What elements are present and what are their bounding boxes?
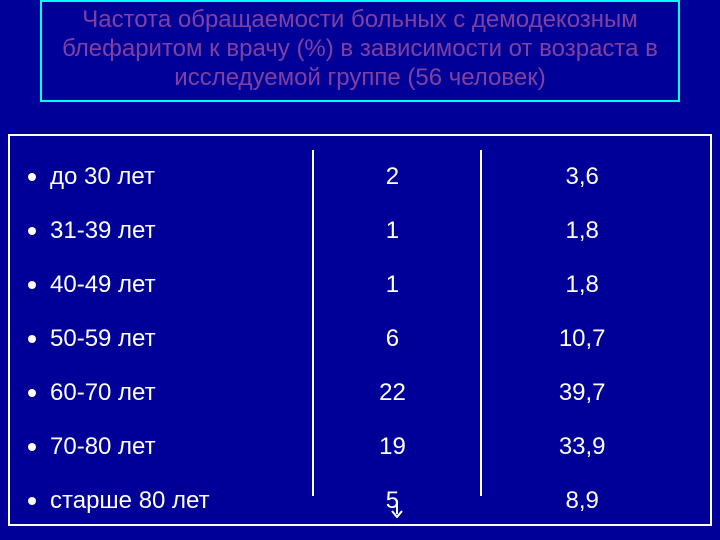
table-row: 70-80 лет 19 33,9 bbox=[28, 420, 692, 474]
slide: Частота обращаемости больных с демодекоз… bbox=[0, 0, 720, 540]
age-label: 60-70 лет bbox=[50, 379, 156, 407]
count-cell: 1 bbox=[313, 217, 473, 245]
age-label-cell: до 30 лет bbox=[28, 163, 313, 191]
bullet-icon bbox=[28, 389, 36, 397]
table-row: 31-39 лет 1 1,8 bbox=[28, 204, 692, 258]
age-label-cell: 50-59 лет bbox=[28, 325, 313, 353]
count-cell: 2 bbox=[313, 163, 473, 191]
count-cell: 1 bbox=[313, 271, 473, 299]
arrow-down-icon bbox=[391, 502, 403, 518]
table-row: до 30 лет 2 3,6 bbox=[28, 150, 692, 204]
age-label: 70-80 лет bbox=[50, 433, 156, 461]
count-cell: 6 bbox=[313, 325, 473, 353]
count-cell: 19 bbox=[313, 433, 473, 461]
age-label: старше 80 лет bbox=[50, 487, 210, 515]
age-label: 31-39 лет bbox=[50, 217, 156, 245]
age-label-cell: 60-70 лет bbox=[28, 379, 313, 407]
age-label: 40-49 лет bbox=[50, 271, 156, 299]
table-row: старше 80 лет 5 8,9 bbox=[28, 474, 692, 528]
age-label-cell: 70-80 лет bbox=[28, 433, 313, 461]
age-label: до 30 лет bbox=[50, 163, 155, 191]
age-label: 50-59 лет bbox=[50, 325, 156, 353]
percent-cell: 39,7 bbox=[472, 379, 692, 407]
percent-cell: 3,6 bbox=[472, 163, 692, 191]
table-row: 40-49 лет 1 1,8 bbox=[28, 258, 692, 312]
bullet-icon bbox=[28, 173, 36, 181]
percent-cell: 1,8 bbox=[472, 271, 692, 299]
percent-cell: 1,8 bbox=[472, 217, 692, 245]
slide-title: Частота обращаемости больных с демодекоз… bbox=[62, 6, 658, 91]
percent-cell: 8,9 bbox=[472, 487, 692, 515]
data-table: до 30 лет 2 3,6 31-39 лет 1 1,8 40-49 ле… bbox=[8, 134, 712, 526]
percent-cell: 33,9 bbox=[472, 433, 692, 461]
table-row: 50-59 лет 6 10,7 bbox=[28, 312, 692, 366]
age-label-cell: старше 80 лет bbox=[28, 487, 313, 515]
bullet-icon bbox=[28, 335, 36, 343]
bullet-icon bbox=[28, 443, 36, 451]
bullet-icon bbox=[28, 227, 36, 235]
bullet-icon bbox=[28, 281, 36, 289]
age-label-cell: 40-49 лет bbox=[28, 271, 313, 299]
title-box: Частота обращаемости больных с демодекоз… bbox=[40, 0, 680, 102]
count-cell: 22 bbox=[313, 379, 473, 407]
bullet-icon bbox=[28, 497, 36, 505]
percent-cell: 10,7 bbox=[472, 325, 692, 353]
table-row: 60-70 лет 22 39,7 bbox=[28, 366, 692, 420]
age-label-cell: 31-39 лет bbox=[28, 217, 313, 245]
